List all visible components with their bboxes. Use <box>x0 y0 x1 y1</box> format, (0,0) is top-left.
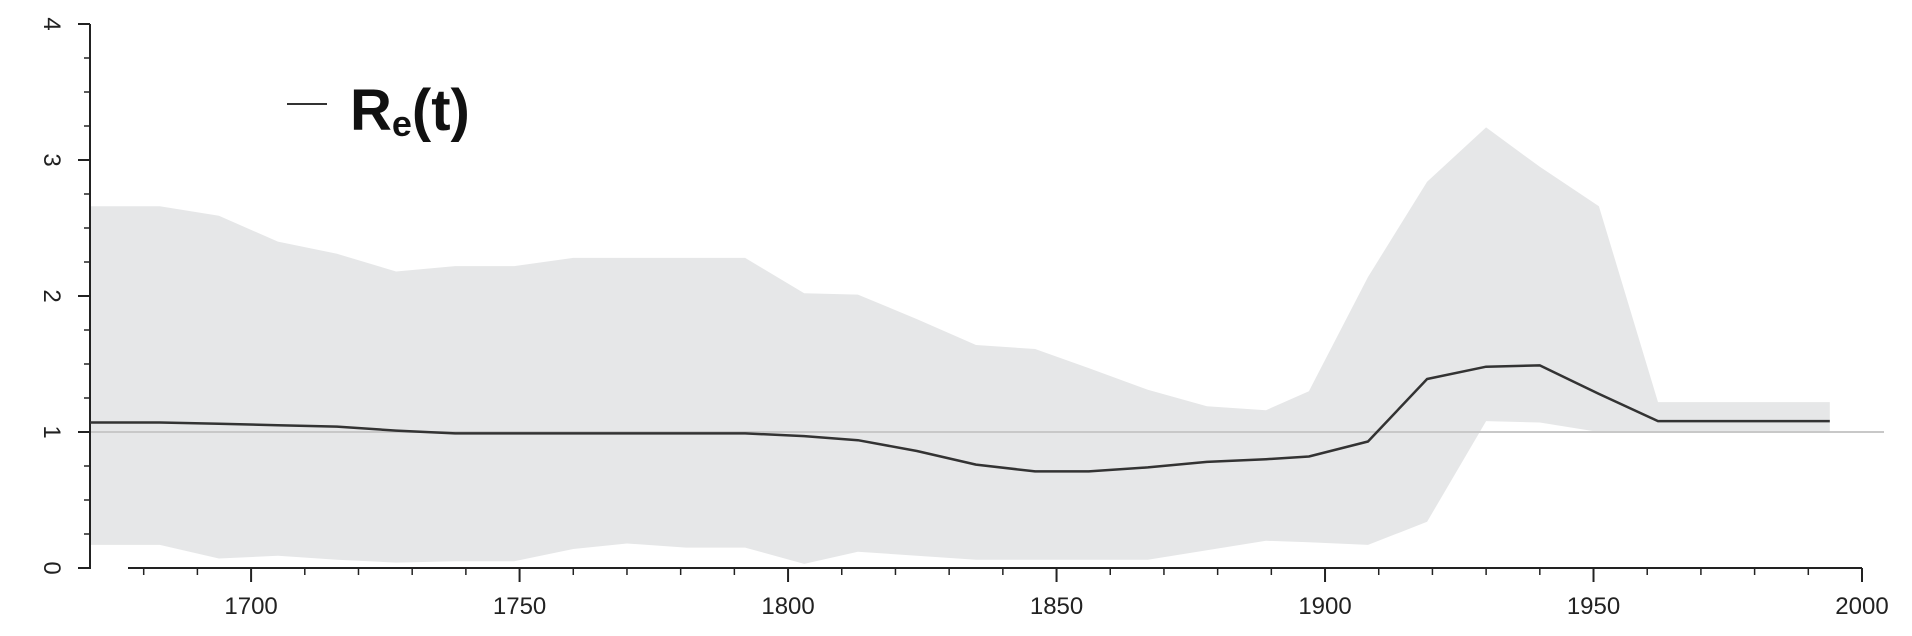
legend-label-main: R <box>350 78 392 143</box>
legend: Re(t) <box>287 78 470 144</box>
x-tick-label: 2000 <box>1835 593 1888 620</box>
x-tick-label: 1950 <box>1567 593 1620 620</box>
y-tick-label: 1 <box>38 425 65 438</box>
legend-label: Re(t) <box>350 78 470 144</box>
legend-label-tail: (t) <box>412 78 470 143</box>
y-tick-label: 4 <box>38 17 65 30</box>
x-tick-label: 1900 <box>1298 593 1351 620</box>
x-tick-label: 1800 <box>761 593 814 620</box>
y-tick-label: 3 <box>38 153 65 166</box>
legend-label-sub: e <box>392 103 412 144</box>
x-tick-label: 1750 <box>493 593 546 620</box>
x-tick-label: 1700 <box>224 593 277 620</box>
x-tick-label: 1850 <box>1030 593 1083 620</box>
series-line-re <box>90 364 1830 473</box>
y-tick-label: 0 <box>38 561 65 574</box>
y-tick-label: 2 <box>38 289 65 302</box>
confidence-band <box>90 127 1830 564</box>
